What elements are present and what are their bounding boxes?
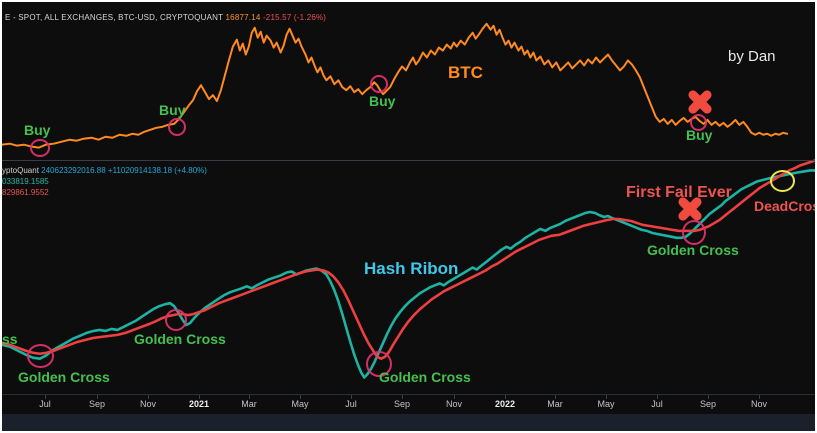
buy-circle-1[interactable] xyxy=(30,139,50,157)
axis-tick-mark xyxy=(351,395,352,399)
hash-ribbon-label: Hash Ribon xyxy=(364,259,459,278)
axis-tick-mark xyxy=(759,395,760,399)
golden-cross-label-4[interactable]: Golden Cross xyxy=(647,242,739,258)
axis-month-label: Nov xyxy=(139,399,157,409)
first-fail-ever-label[interactable]: First Fail Ever xyxy=(626,184,732,201)
buy-label-1[interactable]: Buy xyxy=(24,122,51,138)
axis-tick-mark xyxy=(249,395,250,399)
buy-label-4[interactable]: Buy xyxy=(686,127,713,143)
axis-month-label: Jul xyxy=(39,399,51,409)
golden-cross-label-1[interactable]: Golden Cross xyxy=(18,369,110,385)
axis-tick-mark xyxy=(97,395,98,399)
bottom-legend-change: +11020914138.18 (+4.80%) xyxy=(107,166,207,175)
axis-month-label: Jul xyxy=(345,399,357,409)
axis-tick-mark xyxy=(555,395,556,399)
axis-month-label: May xyxy=(597,399,615,409)
dead-cross-circle[interactable] xyxy=(770,170,795,192)
dead-cross-label[interactable]: DeadCross xyxy=(754,198,815,214)
axis-tick-mark xyxy=(708,395,709,399)
axis-tick-mark xyxy=(606,395,607,399)
buy-circle-4[interactable] xyxy=(690,114,707,131)
axis-tick-mark xyxy=(199,395,200,399)
axis-tick-mark xyxy=(402,395,403,399)
axis-year-label: 2022 xyxy=(494,399,516,409)
panel-separator xyxy=(2,160,815,161)
axis-tick-mark xyxy=(300,395,301,399)
axis-tick-mark xyxy=(148,395,149,399)
top-legend: E - SPOT, ALL EXCHANGES, BTC-USD, CRYPTO… xyxy=(5,13,326,22)
watermark-by-dan: by Dan xyxy=(728,48,776,65)
golden-cross-circle-2[interactable] xyxy=(165,309,187,331)
time-axis[interactable]: Jul Sep Nov 2021 Mar May Jul Sep Nov 2022 Mar May Ju… xyxy=(2,394,815,415)
golden-cross-circle-1[interactable] xyxy=(27,344,54,368)
axis-month-label: Sep xyxy=(393,399,411,409)
axis-year-label: 2021 xyxy=(188,399,210,409)
buy-circle-3[interactable] xyxy=(370,75,388,93)
top-legend-symbol: E - SPOT, ALL EXCHANGES, BTC-USD, CRYPTO… xyxy=(5,13,224,22)
axis-month-label: Mar xyxy=(241,399,257,409)
bottom-legend-name: yptoQuant xyxy=(2,166,39,175)
axis-month-label: Nov xyxy=(750,399,768,409)
golden-cross-circle-4[interactable] xyxy=(682,220,706,245)
fail-x-icon-bottom[interactable] xyxy=(676,196,704,222)
buy-circle-2[interactable] xyxy=(168,118,186,136)
golden-cross-label-2[interactable]: Golden Cross xyxy=(134,331,226,347)
axis-month-label: Mar xyxy=(547,399,563,409)
axis-month-label: Sep xyxy=(699,399,717,409)
btc-series-label: BTC xyxy=(448,63,483,82)
top-legend-change: -215.57 (-1.26%) xyxy=(262,13,327,22)
btc-price-line xyxy=(2,22,789,149)
golden-cross-label-partial[interactable]: ss xyxy=(2,331,18,347)
axis-tick-mark xyxy=(505,395,506,399)
bottom-legend-fast-value: 033819.1585 xyxy=(2,177,49,186)
axis-month-label: Jul xyxy=(651,399,663,409)
axis-month-label: Sep xyxy=(88,399,106,409)
axis-month-label: May xyxy=(291,399,309,409)
golden-cross-label-3[interactable]: Golden Cross xyxy=(379,369,471,385)
bottom-legend-value: 240623292016.88 xyxy=(41,166,106,175)
bottom-legend-slow-value: 829861.9552 xyxy=(2,188,49,197)
golden-cross-circle-3[interactable] xyxy=(366,351,392,377)
axis-tick-mark xyxy=(454,395,455,399)
bottom-toolbar-strip xyxy=(2,414,815,431)
top-legend-price: 16877.14 xyxy=(225,13,261,22)
axis-month-label: Nov xyxy=(445,399,463,409)
buy-label-3[interactable]: Buy xyxy=(369,93,396,109)
fail-x-icon-top[interactable] xyxy=(686,89,714,115)
buy-label-2[interactable]: Buy xyxy=(159,102,186,118)
axis-tick-mark xyxy=(657,395,658,399)
axis-tick-mark xyxy=(45,395,46,399)
bottom-legend: yptoQuant 240623292016.88 +11020914138.1… xyxy=(2,165,207,198)
